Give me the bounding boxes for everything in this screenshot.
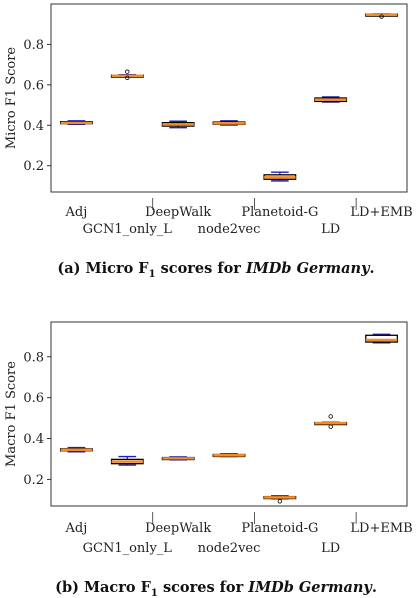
caption-b: (b) Macro F1 scores for IMDb Germany.	[55, 579, 377, 598]
box-1	[110, 69, 144, 80]
x-tick-label: LD+EMB	[350, 521, 412, 536]
micro-f1-boxplot: Micro F1 Score 0.2 0.4 0.6 0.8 Adj GCN1_only…	[4, 3, 413, 237]
box-2	[161, 456, 195, 461]
x-tick-label: LD	[321, 541, 340, 556]
y-tick-label: 0.4	[23, 432, 44, 447]
caption-a: (a) Micro F1 scores for IMDb Germany.	[57, 260, 374, 280]
box-3	[212, 120, 246, 126]
x-tick-label: GCN1_only_L	[83, 222, 173, 237]
box-0	[60, 120, 93, 125]
y-tick-label: 0.4	[23, 119, 44, 134]
x-ticks: Adj GCN1_only_L DeepWalk node2vec Planetoid-…	[65, 512, 413, 556]
x-tick-label: DeepWalk	[145, 521, 211, 536]
box-3	[212, 453, 246, 458]
outlier-point	[125, 75, 130, 80]
x-tick-label: node2vec	[198, 222, 261, 237]
box-5	[314, 414, 348, 429]
box-4	[263, 171, 297, 182]
outlier-point	[379, 14, 384, 19]
box-0	[60, 446, 93, 453]
x-ticks: Adj GCN1_only_L DeepWalk node2vec Planetoid-…	[65, 198, 413, 237]
outlier-point	[328, 424, 333, 429]
x-tick-label: Adj	[65, 205, 88, 220]
box-5	[314, 96, 348, 103]
boxes	[60, 13, 398, 182]
outlier-point	[328, 414, 333, 419]
y-tick-label: 0.8	[23, 350, 44, 365]
y-tick-label: 0.2	[23, 159, 44, 174]
x-tick-label: LD+EMB	[350, 205, 412, 220]
y-tick-label: 0.8	[23, 38, 44, 53]
box-6	[365, 333, 398, 344]
boxes	[60, 333, 398, 504]
y-tick-label: 0.2	[23, 473, 44, 488]
macro-f1-boxplot: Macro F1 Score 0.2 0.4 0.6 0.8 Adj GCN1_only…	[4, 321, 413, 556]
x-tick-label: GCN1_only_L	[83, 541, 173, 556]
y-tick-label: 0.6	[23, 78, 44, 93]
plot-frame	[50, 3, 408, 193]
plot-frame	[50, 321, 408, 507]
y-ticks: 0.2 0.4 0.6 0.8	[23, 38, 51, 174]
box-6	[365, 13, 398, 19]
y-tick-label: 0.6	[23, 391, 44, 406]
x-tick-label: LD	[321, 222, 340, 237]
x-tick-label: Planetoid-G	[241, 521, 318, 536]
y-axis-label: Macro F1 Score	[4, 361, 19, 467]
y-ticks: 0.2 0.4 0.6 0.8	[23, 350, 51, 488]
x-tick-label: DeepWalk	[145, 205, 211, 220]
outlier-point	[125, 69, 130, 74]
box-1	[110, 455, 144, 466]
x-tick-label: node2vec	[198, 541, 261, 556]
x-tick-label: Adj	[65, 521, 88, 536]
outlier-point	[277, 499, 283, 504]
x-tick-label: Planetoid-G	[241, 205, 318, 220]
y-axis-label: Micro F1 Score	[4, 47, 19, 150]
box-body	[365, 334, 398, 343]
box-4	[263, 495, 297, 504]
box-2	[161, 120, 195, 129]
